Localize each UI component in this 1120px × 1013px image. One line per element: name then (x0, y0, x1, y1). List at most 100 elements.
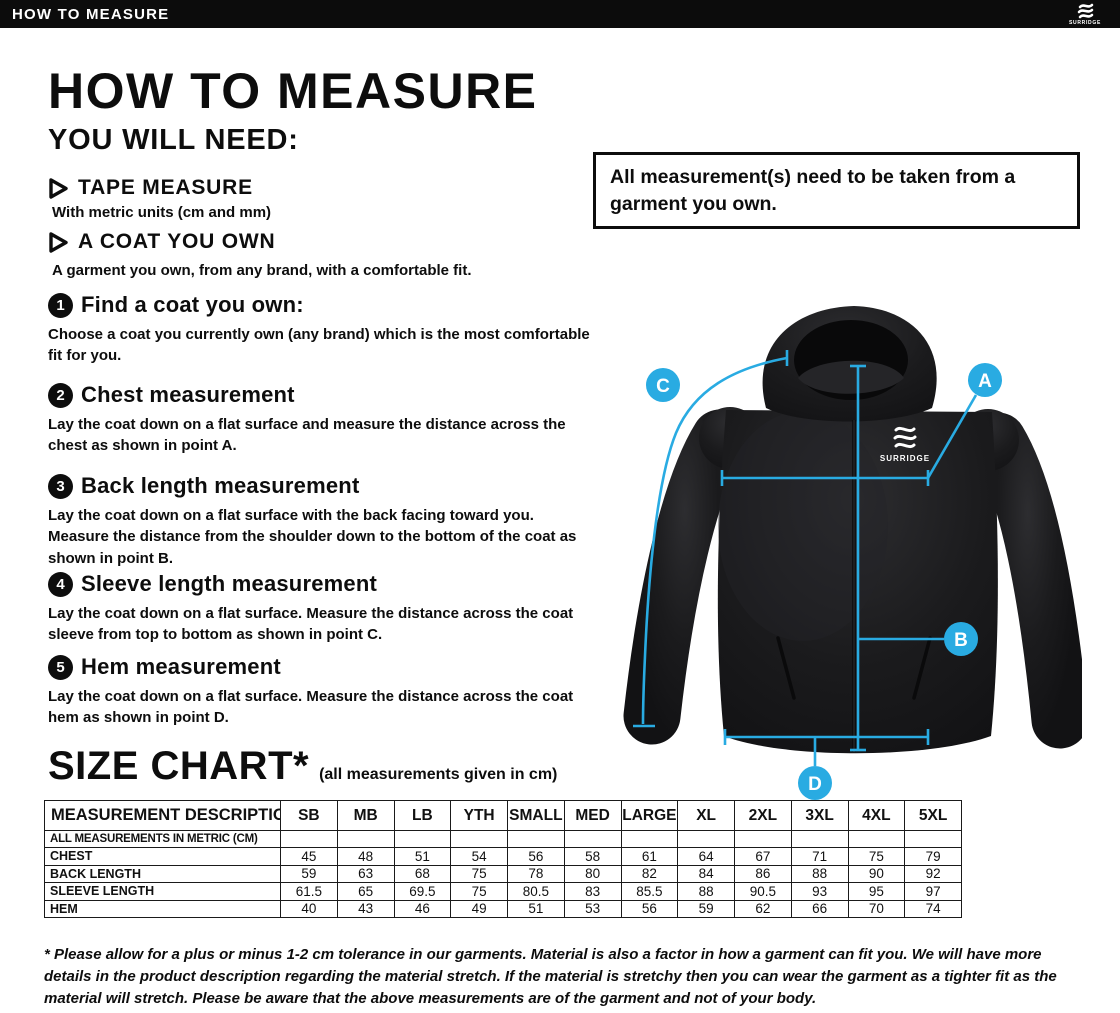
column-header: MB (336, 800, 395, 831)
svg-text:C: C (656, 376, 670, 397)
table-row: CHEST 45 48 51 54 56 58 61 64 67 71 75 7… (44, 847, 962, 866)
callout-text: All measurement(s) need to be taken from… (610, 165, 1016, 215)
cell-value: 46 (393, 899, 452, 918)
cell-value: 78 (507, 864, 565, 883)
jacket-measurement-diagram: SURRIDGE (598, 296, 1089, 804)
size-chart-header-row: MEASUREMENT DESCRIPTION SB MB LB YTH SMA… (44, 800, 962, 831)
column-header: 5XL (904, 800, 962, 831)
column-header: MED (563, 800, 622, 831)
column-header: SB (280, 800, 338, 831)
step-number-badge: 2 (48, 382, 73, 408)
cell-value: 53 (563, 899, 622, 918)
cell-value: 51 (507, 899, 565, 918)
cell-value: 93 (790, 882, 849, 901)
cell-value: 49 (450, 899, 508, 918)
table-row: HEM 40 43 46 49 51 53 56 59 62 66 70 74 (44, 899, 962, 918)
cell-value: 45 (280, 847, 338, 866)
row-label: CHEST (44, 847, 281, 866)
cell-value: 62 (734, 899, 792, 918)
step-5: 5 Hem measurement Lay the coat down on a… (48, 654, 596, 729)
cell-value: 56 (507, 847, 565, 866)
cell-value: 88 (677, 882, 735, 901)
column-header: XL (677, 800, 735, 831)
column-header: 4XL (847, 800, 906, 831)
cell-value: 66 (790, 899, 849, 918)
surridge-logo-icon: SURRIDGE (1062, 2, 1108, 26)
step-title: Find a coat you own: (81, 292, 304, 317)
svg-text:A: A (978, 371, 992, 392)
step-description: Choose a coat you currently own (any bra… (48, 326, 590, 365)
step-title: Hem measurement (81, 654, 281, 679)
step-2: 2 Chest measurement Lay the coat down on… (48, 382, 596, 457)
cell-value: 92 (904, 864, 962, 883)
cell-value: 71 (790, 847, 849, 866)
cell-value: 79 (904, 847, 962, 866)
size-chart-subtitle: (all measurements given in cm) (319, 766, 558, 783)
table-row: SLEEVE LENGTH 61.5 65 69.5 75 80.5 83 85… (44, 882, 962, 901)
cell-value: 80.5 (507, 882, 565, 901)
metric-note: ALL MEASUREMENTS IN METRIC (CM) (44, 830, 281, 848)
column-header: SMALL (507, 800, 565, 831)
cell-value: 58 (563, 847, 622, 866)
need-item-description: A garment you own, from any brand, with … (52, 262, 472, 279)
step-title: Chest measurement (81, 382, 295, 407)
cell-value: 85.5 (620, 882, 679, 901)
cell-value: 43 (336, 899, 395, 918)
cell-value: 69.5 (393, 882, 452, 901)
row-label: BACK LENGTH (44, 864, 281, 883)
top-bar: HOW TO MEASURE SURRIDGE (0, 0, 1120, 28)
need-item-description: With metric units (cm and mm) (52, 204, 272, 221)
size-chart-title: SIZE CHART* (48, 744, 310, 788)
triangle-bullet-icon (49, 231, 68, 253)
cell-value: 75 (450, 882, 508, 901)
cell-value: 75 (847, 847, 906, 866)
cell-value: 75 (450, 864, 508, 883)
row-label: HEM (44, 899, 281, 918)
jacket-brand-logo: SURRIDGE (880, 426, 929, 463)
size-chart-table: MEASUREMENT DESCRIPTION SB MB LB YTH SMA… (44, 800, 962, 918)
cell-value: 61 (620, 847, 679, 866)
top-bar-title: HOW TO MEASURE (12, 5, 170, 23)
cell-value: 63 (336, 864, 395, 883)
step-title: Sleeve length measurement (81, 571, 378, 596)
step-title: Back length measurement (81, 473, 360, 498)
step-1: 1 Find a coat you own: Choose a coat you… (48, 292, 596, 367)
row-label: SLEEVE LENGTH (44, 882, 281, 901)
step-number-badge: 5 (48, 654, 73, 680)
cell-value: 97 (904, 882, 962, 901)
step-4: 4 Sleeve length measurement Lay the coat… (48, 571, 596, 646)
cell-value: 64 (677, 847, 735, 866)
cell-value: 80 (563, 864, 622, 883)
cell-value: 48 (336, 847, 395, 866)
metric-note-row: ALL MEASUREMENTS IN METRIC (CM) (44, 830, 962, 848)
column-header: LB (393, 800, 452, 831)
column-header: 2XL (734, 800, 792, 831)
cell-value: 54 (450, 847, 508, 866)
table-row: BACK LENGTH 59 63 68 75 78 80 82 84 86 8… (44, 864, 962, 883)
column-header: MEASUREMENT DESCRIPTION (44, 800, 281, 831)
cell-value: 40 (280, 899, 338, 918)
cell-value: 61.5 (280, 882, 338, 901)
step-description: Lay the coat down on a flat surface. Mea… (48, 688, 574, 727)
svg-text:D: D (808, 774, 822, 795)
step-3: 3 Back length measurement Lay the coat d… (48, 473, 596, 569)
measurement-lines (633, 350, 978, 766)
page-title: HOW TO MEASURE (48, 63, 538, 119)
size-chart-heading: SIZE CHART* (all measurements given in c… (48, 744, 557, 789)
marker-c: C (646, 368, 680, 402)
step-number-badge: 1 (48, 292, 73, 318)
column-header: YTH (450, 800, 508, 831)
need-item-title: TAPE MEASURE (78, 176, 253, 199)
triangle-bullet-icon (49, 177, 68, 199)
step-description: Lay the coat down on a flat surface and … (48, 416, 566, 455)
step-number-badge: 4 (48, 571, 73, 597)
cell-value: 70 (847, 899, 906, 918)
cell-value: 68 (393, 864, 452, 883)
top-bar-brand-text: SURRIDGE (1069, 20, 1101, 26)
column-header: 3XL (790, 800, 849, 831)
you-will-need-heading: YOU WILL NEED: (48, 124, 299, 156)
step-description: Lay the coat down on a flat surface. Mea… (48, 605, 574, 644)
column-header: LARGE (620, 800, 679, 831)
cell-value: 86 (734, 864, 792, 883)
